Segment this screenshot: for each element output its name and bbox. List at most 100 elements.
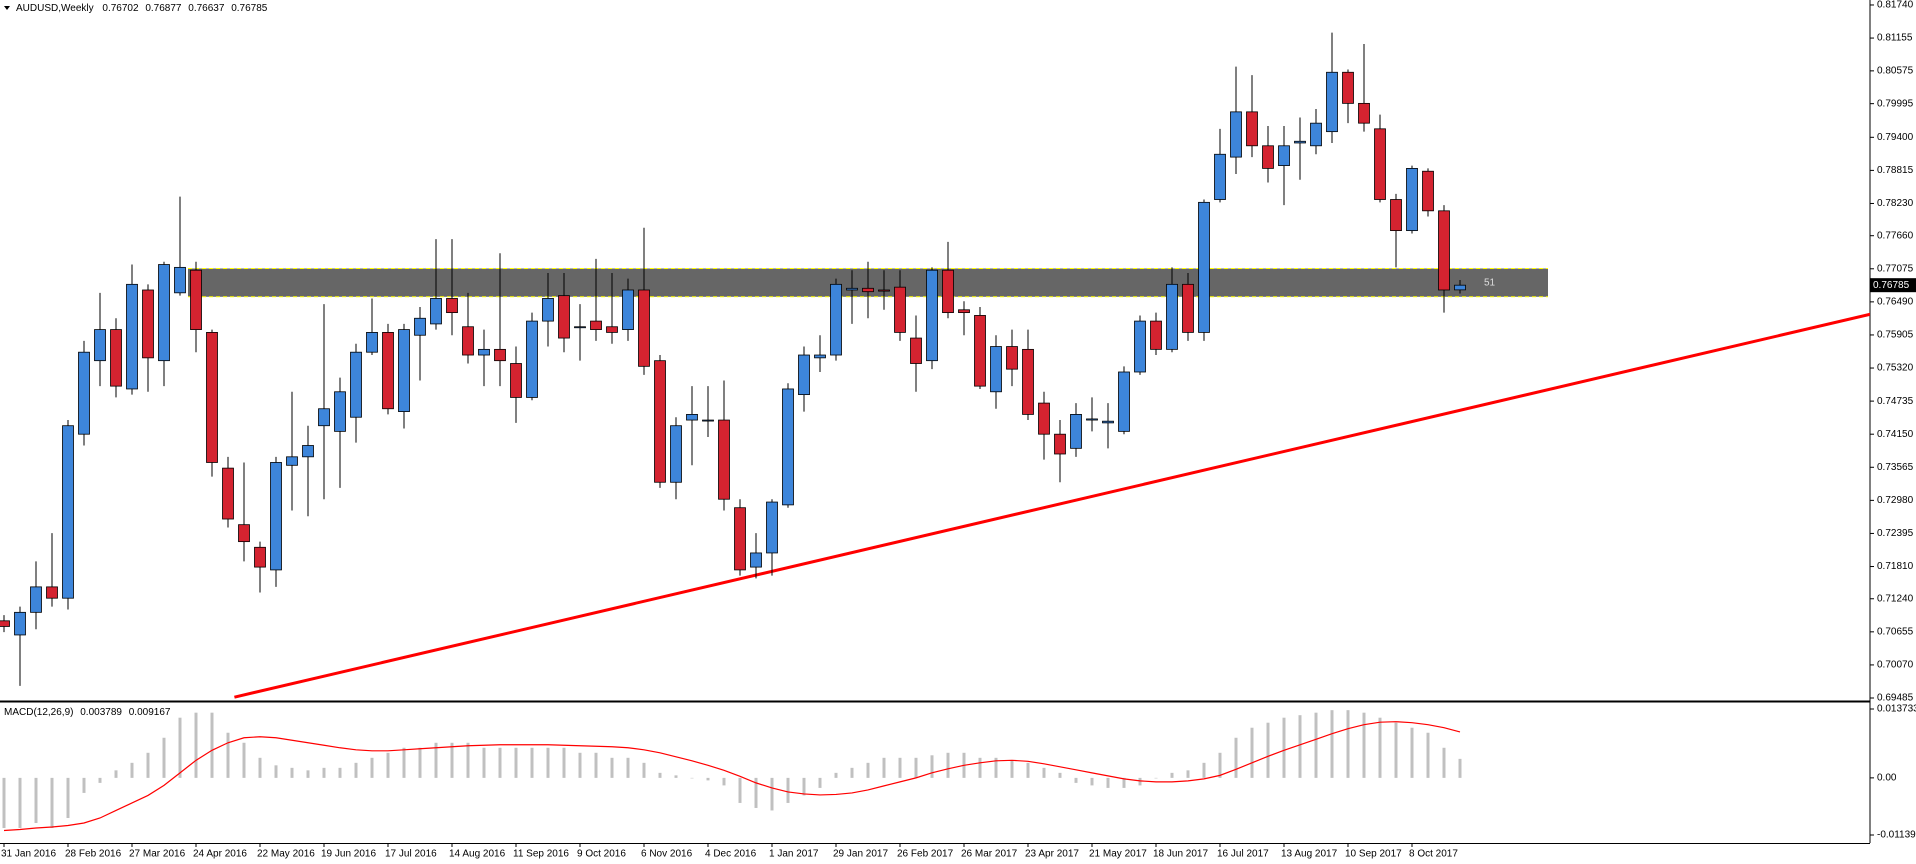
macd-bar [802, 777, 806, 796]
macd-bar [514, 747, 518, 778]
macd-bar [34, 777, 38, 824]
candle-body [110, 329, 122, 387]
macd-bar [818, 777, 822, 788]
macd-bar [322, 767, 326, 778]
macd-bar [50, 777, 54, 829]
macd-bar [466, 742, 470, 778]
macd-bar [482, 747, 486, 778]
y-tick-label: 0.71810 [1877, 561, 1914, 572]
macd-bar [674, 775, 678, 778]
candle-body [1438, 210, 1450, 291]
x-tick-label: 6 Nov 2016 [641, 849, 693, 860]
macd-bar [130, 762, 134, 778]
candle-body [1358, 102, 1370, 124]
y-tick-label: 0.77660 [1877, 230, 1914, 241]
x-tick-label: 9 Oct 2016 [577, 849, 626, 860]
x-tick-label: 31 Jan 2016 [1, 849, 56, 860]
macd-bar [274, 765, 278, 778]
macd-bar [978, 757, 982, 778]
macd-bar [1458, 758, 1462, 778]
candle-body [686, 414, 698, 421]
x-tick-label: 11 Sep 2016 [513, 849, 569, 860]
macd-bar [530, 747, 534, 778]
macd-bar [1170, 772, 1174, 778]
macd-bar [66, 777, 70, 818]
macd-header: MACD(12,26,9) 0.003789 0.009167 [4, 707, 171, 718]
macd-bar [258, 757, 262, 778]
y-tick-label: 0.72980 [1877, 495, 1914, 506]
candle-body [366, 332, 378, 353]
candle-body [606, 326, 618, 333]
candle-body [1262, 145, 1274, 169]
price-tag [1870, 278, 1916, 293]
candle-body [654, 360, 666, 483]
macd-bar [994, 757, 998, 778]
chart-header: AUDUSD,Weekly 0.76702 0.76877 0.76637 0.… [16, 3, 268, 14]
candle-body [766, 501, 778, 554]
macd-bar [162, 737, 166, 778]
macd-bar [82, 777, 86, 793]
candle-body [702, 419, 714, 422]
macd-bar [242, 742, 246, 778]
candle-body [1278, 145, 1290, 166]
macd-bar [1314, 712, 1318, 778]
low-value: 0.76637 [188, 3, 225, 14]
candle-body [862, 287, 874, 293]
macd-bar [18, 777, 22, 829]
candle-body [1230, 111, 1242, 158]
candle-body [1406, 168, 1418, 232]
y-tick-label: 0.70070 [1877, 660, 1914, 671]
candle-body [174, 266, 186, 294]
candle-body [1198, 201, 1210, 333]
candle-body [718, 419, 730, 500]
candle-body [222, 467, 234, 520]
menu-triangle[interactable] [4, 6, 10, 10]
candle-body [398, 329, 410, 412]
x-tick-label: 24 Apr 2016 [193, 849, 247, 860]
macd-bar [1042, 767, 1046, 778]
macd-bar [738, 777, 742, 803]
x-tick-label: 26 Feb 2017 [897, 849, 954, 860]
candle-body [750, 552, 762, 568]
candle-body [478, 348, 490, 356]
price-pane [0, 32, 1870, 699]
macd-bar [1218, 752, 1222, 778]
candle-body [942, 269, 954, 314]
macd-bar [1394, 722, 1398, 778]
macd-bar [722, 777, 726, 786]
macd-bar [594, 752, 598, 778]
candle-body [894, 286, 906, 333]
candle-body [1342, 71, 1354, 104]
candle-body [62, 425, 74, 599]
candle-body [878, 289, 890, 292]
macd-bar [1442, 747, 1446, 778]
candle-body [814, 354, 826, 359]
y-tick-label: 0.72395 [1877, 528, 1914, 539]
macd-bar [306, 770, 310, 778]
macd-bar [290, 767, 294, 778]
macd-bar [434, 742, 438, 778]
candle-body [782, 388, 794, 506]
macd-bar [210, 712, 214, 778]
candle-body [1134, 320, 1146, 373]
macd-bar [1106, 777, 1110, 788]
macd-bar [1378, 717, 1382, 778]
candle-body [494, 348, 506, 362]
macd-bar [1346, 710, 1350, 778]
candle-body [318, 408, 330, 427]
macd-bar [1186, 770, 1190, 778]
candle-body [1454, 284, 1466, 291]
candle-body [1070, 414, 1082, 449]
macd-bar [754, 777, 758, 808]
x-tick-label: 21 May 2017 [1089, 849, 1147, 860]
macd-bar [850, 767, 854, 778]
candle-body [462, 326, 474, 356]
macd-bar [1426, 732, 1430, 778]
macd-bar [418, 747, 422, 778]
candle-body [286, 456, 298, 466]
candle-body [430, 298, 442, 325]
candle-body [1102, 420, 1114, 424]
candle-body [1086, 418, 1098, 421]
macd-bar [866, 762, 870, 778]
macd-bar [1090, 777, 1094, 786]
